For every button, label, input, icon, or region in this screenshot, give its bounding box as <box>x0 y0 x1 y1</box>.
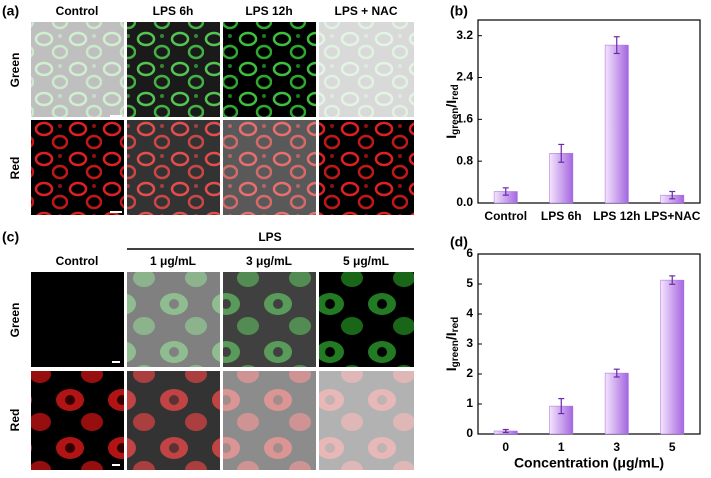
micrographs-c <box>31 248 414 470</box>
y-tick-label: 0.8 <box>456 153 473 167</box>
error-bar <box>613 36 620 55</box>
column-label: Control <box>56 4 99 18</box>
error-bar <box>669 190 676 200</box>
error-bar <box>558 143 565 163</box>
y-axis-label-part: green <box>450 108 461 135</box>
group-label: LPS <box>258 230 281 244</box>
y-tick-label: 2 <box>466 366 473 380</box>
y-tick-label: 3.2 <box>456 28 473 42</box>
y-tick-label: 5 <box>466 276 473 290</box>
x-tick-label: LPS 12h <box>593 209 640 223</box>
panel-label: (a) <box>2 3 19 19</box>
y-axis-label-part: green <box>450 340 461 367</box>
y-axis-label-part: I <box>443 367 459 371</box>
error-bar <box>502 187 509 196</box>
y-axis-label-part: /I <box>443 332 459 340</box>
y-axis-label-part: /I <box>443 100 459 108</box>
x-tick-label: 1 <box>558 440 565 454</box>
x-tick-label: 5 <box>669 440 676 454</box>
y-axis-label-part: I <box>443 135 459 139</box>
bar <box>604 44 629 204</box>
row-label: Green <box>8 303 22 338</box>
x-tick-label: LPS 6h <box>541 209 582 223</box>
x-tick-label: LPS+NAC <box>644 209 701 223</box>
x-tick-label: 0 <box>502 440 509 454</box>
row-label: Red <box>8 409 22 432</box>
y-axis-label: Igreen/Ired <box>443 317 461 371</box>
y-tick-label: 1.6 <box>456 112 473 126</box>
error-bar <box>502 428 509 434</box>
error-bar <box>613 368 620 378</box>
y-tick-label: 2.4 <box>456 70 473 84</box>
y-tick-label: 3 <box>466 336 473 350</box>
row-label: Green <box>8 53 22 88</box>
column-label: 3 μg/mL <box>246 254 292 268</box>
y-tick-label: 0 <box>466 426 473 440</box>
bar <box>604 372 629 435</box>
error-bar <box>558 398 565 415</box>
column-label: LPS 6h <box>153 4 194 18</box>
y-axis-label-part: red <box>450 84 461 100</box>
y-tick-label: 1 <box>466 396 473 410</box>
x-tick-label: Control <box>484 209 527 223</box>
x-tick-label: 3 <box>613 440 620 454</box>
column-label: LPS + NAC <box>334 4 397 18</box>
bar <box>660 279 685 435</box>
y-axis-label-part: red <box>450 317 461 333</box>
micrographs-a <box>31 22 414 215</box>
panel-label: (c) <box>2 229 19 245</box>
column-label: 1 μg/mL <box>150 254 196 268</box>
plot-frame <box>477 19 701 204</box>
error-bar <box>669 275 676 285</box>
y-tick-label: 6 <box>466 246 473 260</box>
row-label: Red <box>8 157 22 180</box>
panel-label: (b) <box>450 3 468 19</box>
y-tick-label: 0.0 <box>456 195 473 209</box>
y-tick-label: 4 <box>466 306 473 320</box>
y-axis-label: Igreen/Ired <box>443 84 461 138</box>
column-label: LPS 12h <box>245 4 292 18</box>
column-label: 5 μg/mL <box>343 254 389 268</box>
panel-label: (d) <box>450 234 468 250</box>
x-axis-label: Concentration (μg/mL) <box>514 455 664 471</box>
column-label: Control <box>56 254 99 268</box>
